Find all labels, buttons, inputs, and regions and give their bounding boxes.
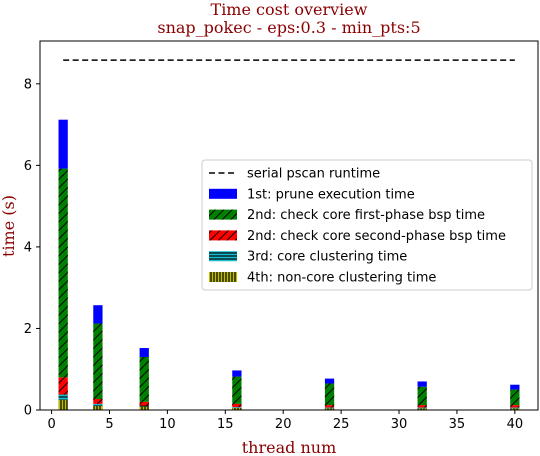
legend-handle-hatch-3rd-core-clustering-time [209,251,237,262]
y-axis-label: time (s) [0,195,18,257]
legend-handle-hatch-2nd-check-core-second-phase-bsp-time [209,230,237,241]
bar-3rd-core-clustering-time-x24-hatch [324,407,335,409]
bars [58,119,520,410]
x-tick-label-0: 0 [47,417,55,432]
bar-2nd-check-core-first-phase-bsp-time-x1-hatch [58,168,68,378]
x-tick-label-10: 10 [159,417,176,432]
y-ticks: 0 2 4 6 8 [24,77,40,419]
bar-4th-non-core-clustering-time-x4-hatch [93,405,103,410]
legend-handle-1st-prune-execution-time [209,188,237,199]
bar-1st-prune-execution-time-x1 [58,119,68,169]
bar-1st-prune-execution-time-x16 [232,370,242,377]
bar-3rd-core-clustering-time-x4-hatch [93,403,103,406]
bar-1st-prune-execution-time-x24 [324,378,335,384]
bar-2nd-check-core-second-phase-bsp-time-x1-hatch [58,377,68,395]
bar-2nd-check-core-second-phase-bsp-time-x32-hatch [417,405,427,408]
x-tick-label-15: 15 [217,417,234,432]
y-tick-label-4: 4 [24,240,32,255]
bar-4th-non-core-clustering-time-x8-hatch [139,406,149,410]
bar-3rd-core-clustering-time-x1-hatch [58,394,68,400]
y-tick-label-6: 6 [24,159,32,174]
bar-2nd-check-core-first-phase-bsp-time-x24-hatch [324,383,335,406]
legend-handle-hatch-4th-non-core-clustering-time [209,272,237,282]
legend-label-1st-prune-execution-time: 1st: prune execution time [247,187,415,202]
x-tick-label-35: 35 [449,417,466,432]
bar-2nd-check-core-first-phase-bsp-time-x32-hatch [417,386,427,406]
legend: serial pscan runtime 1st: prune execution… [201,159,533,291]
bar-4th-non-core-clustering-time-x1-hatch [58,399,68,410]
y-tick-label-2: 2 [24,322,32,337]
x-tick-label-20: 20 [275,417,292,432]
bar-3rd-core-clustering-time-x32-hatch [417,407,427,409]
legend-box [201,159,533,291]
x-tick-label-30: 30 [391,417,408,432]
axes [39,40,539,411]
bar-1st-prune-execution-time-x40 [510,384,520,390]
y-tick-label-0: 0 [24,404,32,419]
bar-1st-prune-execution-time-x32 [417,381,427,387]
bar-2nd-check-core-second-phase-bsp-time-x40-hatch [510,405,520,408]
x-ticks: 0 5 10 15 20 25 30 35 40 [47,410,523,432]
legend-label-2nd-check-core-second-phase-bsp-time: 2nd: check core second-phase bsp time [247,229,506,244]
legend-label-2nd-check-core-first-phase-bsp-time: 2nd: check core first-phase bsp time [247,208,485,223]
legend-handle-hatch-2nd-check-core-first-phase-bsp-time [209,209,237,220]
bar-2nd-check-core-first-phase-bsp-time-x16-hatch [232,376,242,404]
bar-1st-prune-execution-time-x8 [139,348,149,357]
legend-label-4th-non-core-clustering-time: 4th: non-core clustering time [247,271,436,286]
bar-2nd-check-core-second-phase-bsp-time-x4-hatch [93,398,103,404]
bar-4th-non-core-clustering-time-x24-hatch [324,408,335,410]
axes-frame [39,40,539,411]
x-tick-label-5: 5 [105,417,113,432]
y-tick-label-8: 8 [24,77,32,92]
chart-subtitle: snap_pokec - eps:0.3 - min_pts:5 [157,18,420,37]
bar-2nd-check-core-second-phase-bsp-time-x24-hatch [324,405,335,408]
bar-3rd-core-clustering-time-x40-hatch [510,407,520,409]
bar-2nd-check-core-first-phase-bsp-time-x40-hatch [510,389,520,406]
bar-2nd-check-core-first-phase-bsp-time-x8-hatch [139,356,149,402]
bar-4th-non-core-clustering-time-x32-hatch [417,408,427,410]
bar-2nd-check-core-first-phase-bsp-time-x4-hatch [93,323,103,399]
bar-1st-prune-execution-time-x4 [93,305,103,324]
bar-3rd-core-clustering-time-x16-hatch [232,407,242,408]
x-tick-label-40: 40 [507,417,524,432]
legend-label-serial-pscan-runtime: serial pscan runtime [247,167,380,182]
bar-4th-non-core-clustering-time-x16-hatch [232,407,242,410]
bar-4th-non-core-clustering-time-x40-hatch [510,408,520,410]
bar-2nd-check-core-second-phase-bsp-time-x8-hatch [139,401,149,406]
bar-2nd-check-core-second-phase-bsp-time-x16-hatch [232,403,242,408]
x-axis-label: thread num [242,438,337,456]
chart-title: Time cost overview [211,0,368,19]
x-tick-label-25: 25 [333,417,350,432]
legend-label-3rd-core-clustering-time: 3rd: core clustering time [247,250,407,265]
bar-3rd-core-clustering-time-x8-hatch [139,405,149,407]
